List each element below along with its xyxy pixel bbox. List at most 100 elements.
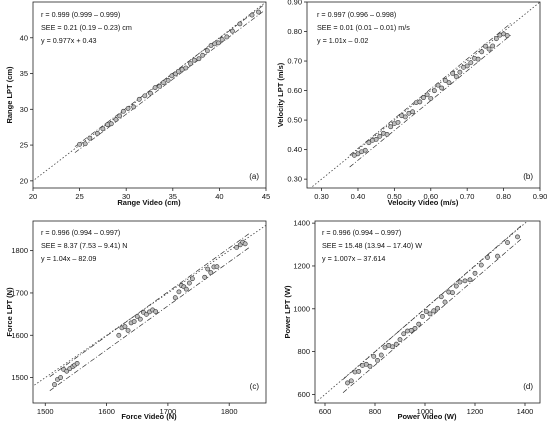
data-point [176,289,182,295]
data-point [108,121,114,127]
y-tick-label: 0.80 [287,27,302,36]
y-tick-label: 1000 [293,304,310,313]
data-point [125,106,131,111]
stat-r: r = 0.999 (0.999 – 0.999) [41,10,120,19]
x-tick-label: 1500 [37,407,54,416]
plot-area [33,224,266,391]
data-point [435,82,441,88]
data-point [378,352,384,358]
data-point [122,324,128,330]
x-tick-label: 1400 [517,407,534,416]
panel-c: r = 0.996 (0.994 – 0.997) SEE = 8.37 (7.… [5,220,267,421]
x-tick-label: 0.50 [387,192,402,201]
y-tick-label: 25 [20,141,28,150]
data-point [121,108,126,114]
data-point [424,92,430,98]
y-tick-label: 1800 [11,246,28,255]
data-point [116,332,122,338]
data-point [137,316,143,322]
panel-label: (a) [249,172,259,181]
data-point [204,48,210,54]
y-tick-label: 30 [20,105,28,114]
lower-prediction-band [49,246,251,391]
plot-frame [32,220,267,404]
data-point [348,378,354,384]
data-point [438,294,444,300]
data-point [94,130,100,136]
y-axis-title: Power LPT (W) [283,285,292,338]
x-tick-label: 0.70 [460,192,475,201]
data-point [486,46,492,52]
y-tick-label: 1200 [293,262,310,271]
data-point [125,328,131,333]
data-point [219,37,225,42]
x-tick-label: 35 [169,192,177,201]
data-point [242,241,248,247]
data-point [134,314,140,319]
data-point [131,319,137,324]
data-point [144,311,149,317]
y-tick-label: 1500 [11,373,28,382]
y-tick-label: 0.50 [287,116,302,125]
y-tick-label: 40 [20,33,28,42]
upper-prediction-band [74,5,264,147]
stat-equation: y = 1.007x – 37.614 [322,254,385,263]
data-point [450,71,456,76]
x-axis-title: Force Video (N) [121,412,177,421]
y-tick-label: 1600 [11,331,28,340]
data-point [202,274,208,280]
y-tick-label: 0.30 [287,175,302,184]
data-point [190,276,195,282]
data-point [467,277,473,283]
x-tick-label: 20 [29,192,37,201]
data-point [371,353,377,359]
x-tick-label: 45 [262,192,270,201]
data-point [191,57,197,63]
data-point [142,93,148,99]
data-point [490,43,496,49]
y-tick-label: 20 [20,176,28,185]
plot-frame [314,220,541,404]
data-point [442,78,448,83]
data-point [216,40,221,46]
stat-r: r = 0.997 (0.996 – 0.998) [317,10,396,19]
data-point [87,135,93,141]
data-point [423,309,429,314]
data-point [412,325,418,331]
x-tick-label: 0.30 [314,192,329,201]
panel-label: (b) [523,172,533,181]
panel-label: (c) [250,382,260,391]
upper-prediction-band [349,22,513,156]
panel-d: r = 0.996 (0.994 – 0.997) SEE = 15.48 (1… [283,219,541,421]
data-point [373,137,379,142]
x-tick-label: 0.60 [423,192,438,201]
plot-frame [306,1,541,189]
data-point [442,299,448,305]
y-tick-label: 0.40 [287,145,302,154]
panel-label: (d) [523,382,533,391]
x-tick-label: 1700 [160,407,177,416]
data-point [450,290,455,296]
stat-see: SEE = 0.21 (0.19 – 0.23) cm [41,23,132,32]
data-point [230,28,235,34]
data-point [439,85,445,91]
data-point [495,253,500,259]
data-point [208,270,214,276]
data-point [462,278,468,284]
data-point [196,56,202,62]
data-point [356,368,362,374]
data-point [382,345,388,351]
data-point [355,151,361,157]
data-point [224,34,230,40]
stat-see: SEE = 8.37 (7.53 – 9.41) N [41,241,128,250]
data-point [200,52,206,58]
data-point [402,114,408,120]
data-point [362,147,368,153]
x-tick-label: 800 [369,407,382,416]
data-point [172,295,178,301]
stat-equation: y = 1.01x – 0.02 [317,36,368,45]
y-tick-label: 35 [20,69,28,78]
data-point [468,60,474,66]
data-point [457,69,463,75]
data-point [183,65,189,71]
